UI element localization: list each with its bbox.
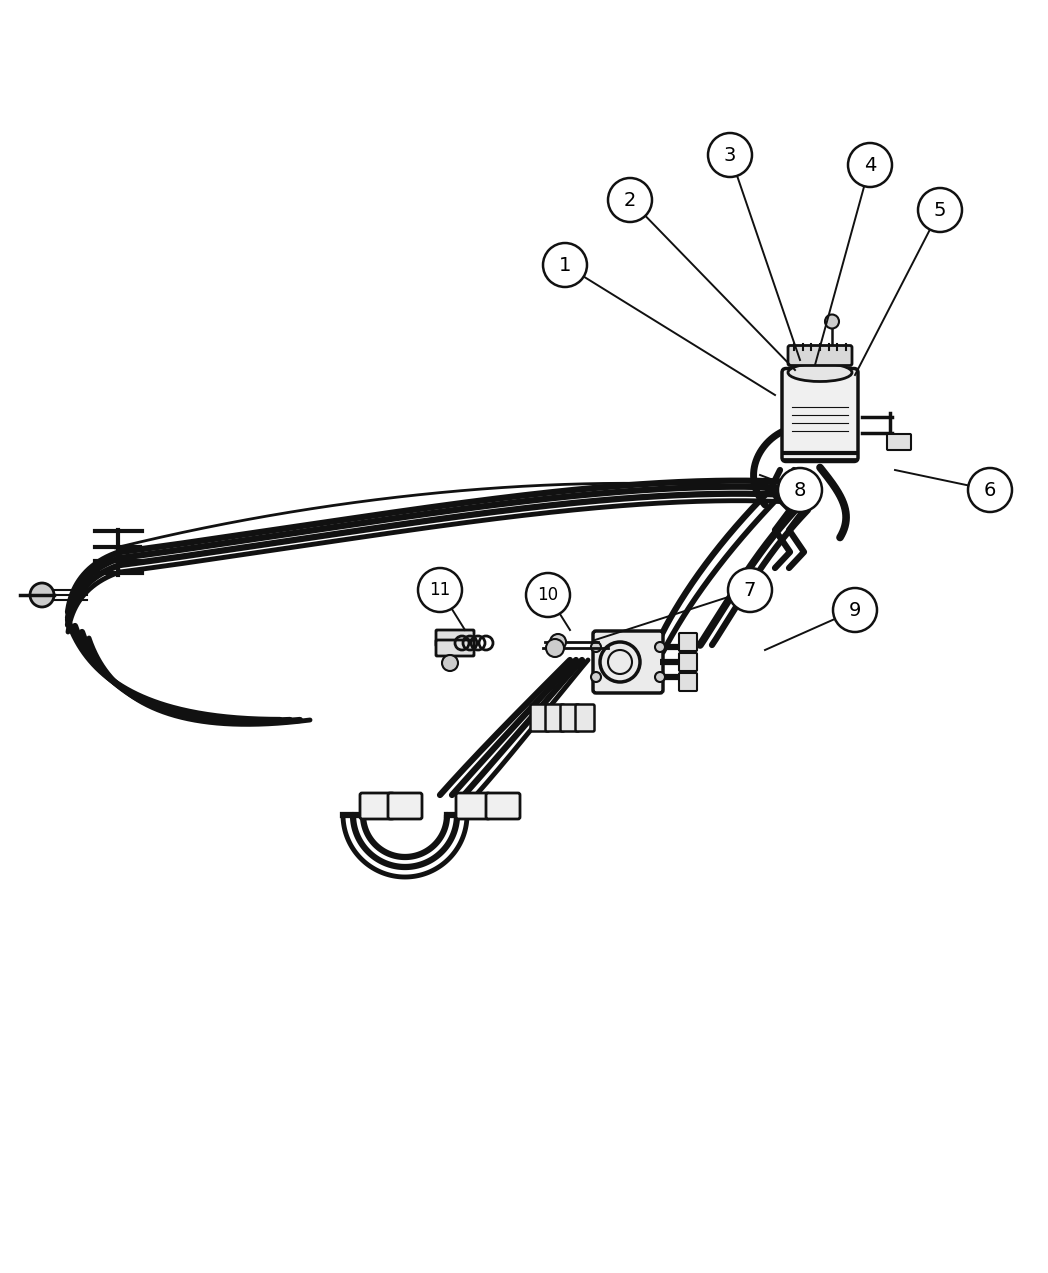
- Circle shape: [655, 672, 665, 682]
- Circle shape: [778, 468, 822, 512]
- FancyBboxPatch shape: [788, 345, 852, 365]
- FancyBboxPatch shape: [593, 631, 663, 693]
- FancyBboxPatch shape: [456, 793, 490, 819]
- FancyBboxPatch shape: [436, 640, 474, 656]
- FancyBboxPatch shape: [679, 653, 697, 671]
- Circle shape: [968, 468, 1012, 512]
- Circle shape: [550, 634, 566, 651]
- Circle shape: [30, 583, 54, 607]
- FancyBboxPatch shape: [388, 793, 422, 819]
- FancyBboxPatch shape: [436, 630, 474, 645]
- Text: 6: 6: [984, 480, 997, 499]
- Circle shape: [833, 588, 877, 631]
- Text: 11: 11: [430, 580, 451, 600]
- FancyBboxPatch shape: [782, 368, 858, 462]
- FancyBboxPatch shape: [546, 704, 565, 732]
- Text: 2: 2: [624, 191, 636, 210]
- Text: 9: 9: [849, 601, 861, 620]
- FancyBboxPatch shape: [561, 704, 580, 732]
- Circle shape: [526, 573, 570, 617]
- Text: 8: 8: [793, 480, 806, 499]
- Text: 4: 4: [864, 155, 876, 174]
- Circle shape: [708, 132, 752, 177]
- Circle shape: [608, 178, 652, 222]
- FancyBboxPatch shape: [679, 673, 697, 691]
- Circle shape: [543, 243, 587, 286]
- FancyBboxPatch shape: [486, 793, 520, 819]
- FancyBboxPatch shape: [887, 434, 911, 449]
- FancyBboxPatch shape: [575, 704, 594, 732]
- Ellipse shape: [788, 364, 852, 382]
- Text: 7: 7: [744, 580, 757, 600]
- Text: 3: 3: [724, 145, 736, 164]
- Circle shape: [728, 568, 772, 612]
- FancyBboxPatch shape: [530, 704, 549, 732]
- Circle shape: [442, 656, 458, 671]
- Circle shape: [825, 314, 839, 328]
- Text: 5: 5: [934, 201, 946, 219]
- Circle shape: [918, 188, 962, 232]
- Circle shape: [546, 639, 564, 657]
- FancyBboxPatch shape: [679, 633, 697, 651]
- Circle shape: [848, 143, 892, 187]
- Circle shape: [655, 642, 665, 652]
- FancyBboxPatch shape: [361, 793, 394, 819]
- Circle shape: [591, 642, 601, 652]
- Text: 10: 10: [538, 586, 559, 603]
- Circle shape: [591, 672, 601, 682]
- Circle shape: [418, 568, 462, 612]
- Text: 1: 1: [559, 256, 571, 275]
